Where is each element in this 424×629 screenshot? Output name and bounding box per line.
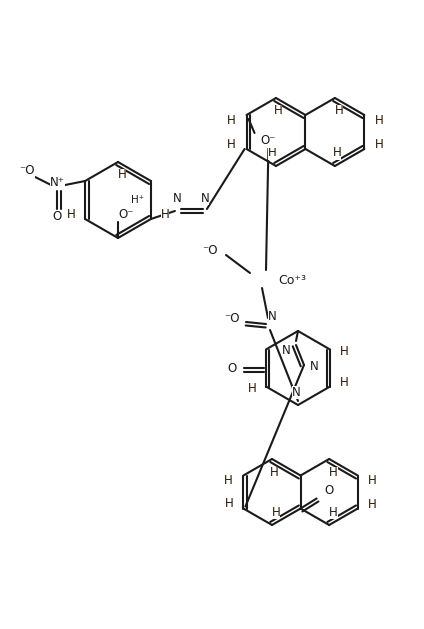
- Text: N: N: [201, 191, 209, 204]
- Text: H: H: [67, 208, 75, 221]
- Text: Co⁺³: Co⁺³: [278, 274, 306, 286]
- Text: H: H: [273, 104, 282, 118]
- Text: H: H: [340, 345, 349, 358]
- Text: ⁻O: ⁻O: [202, 243, 218, 257]
- Text: H⁺: H⁺: [131, 195, 145, 205]
- Text: H: H: [368, 498, 377, 511]
- Text: N: N: [268, 309, 276, 323]
- Text: O: O: [227, 362, 237, 374]
- Text: N⁺: N⁺: [50, 177, 64, 189]
- Text: O⁻: O⁻: [118, 208, 134, 221]
- Text: N: N: [292, 386, 300, 399]
- Text: H: H: [375, 138, 384, 150]
- Text: H: H: [268, 147, 276, 160]
- Text: N: N: [310, 360, 318, 374]
- Text: ⁻O: ⁻O: [224, 311, 240, 325]
- Text: H: H: [270, 467, 279, 479]
- Text: ⁻O: ⁻O: [20, 165, 35, 177]
- Text: H: H: [161, 208, 169, 221]
- Text: H: H: [329, 506, 338, 518]
- Text: O: O: [53, 211, 62, 223]
- Text: N: N: [173, 191, 181, 204]
- Text: H: H: [329, 467, 338, 479]
- Text: H: H: [225, 497, 234, 510]
- Text: H: H: [375, 113, 384, 126]
- Text: H: H: [368, 474, 377, 487]
- Text: O: O: [324, 484, 333, 497]
- Text: O⁻: O⁻: [261, 135, 276, 147]
- Text: H: H: [248, 382, 257, 395]
- Text: H: H: [272, 506, 280, 518]
- Text: H: H: [335, 104, 343, 118]
- Text: H: H: [227, 113, 236, 126]
- Text: H: H: [117, 169, 126, 182]
- Text: H: H: [227, 138, 236, 152]
- Text: N: N: [282, 343, 290, 357]
- Text: H: H: [340, 376, 349, 389]
- Text: H: H: [224, 474, 233, 487]
- Text: H: H: [332, 147, 341, 160]
